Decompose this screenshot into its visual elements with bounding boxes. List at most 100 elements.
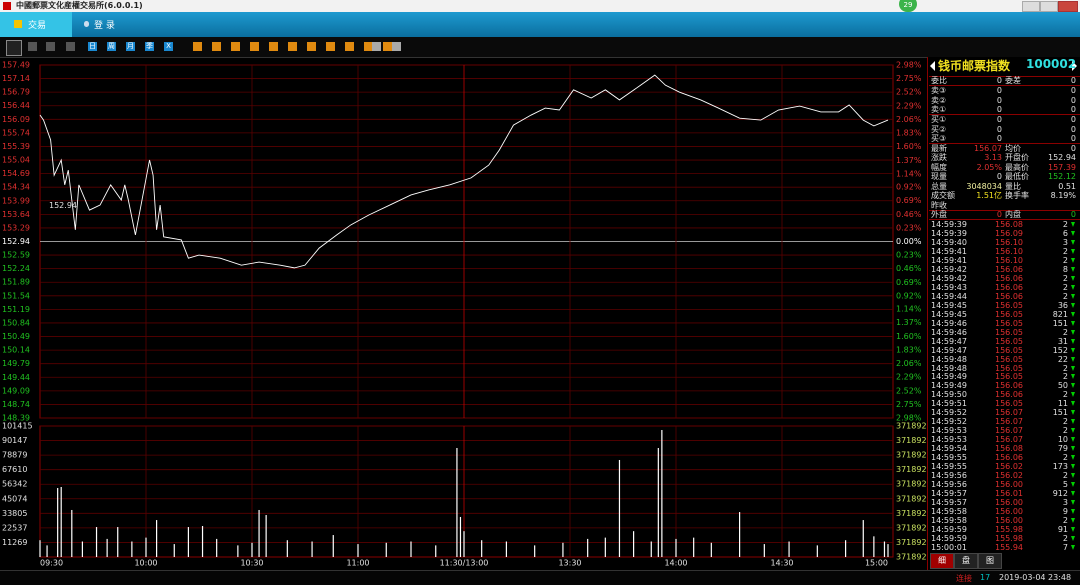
quote-cell: 0	[996, 124, 1002, 134]
trade-arrow	[1071, 284, 1075, 290]
y-tick-label: 67610	[2, 465, 27, 474]
y-tick-label: 11269	[2, 538, 27, 547]
tab[interactable]: 登 录	[82, 12, 132, 37]
volume-bar	[816, 545, 818, 557]
quote-cell: 0	[996, 134, 1002, 143]
maximize-button[interactable]	[1040, 1, 1058, 12]
volume-bar	[57, 488, 59, 557]
y2-tick-label: 2.29%	[896, 101, 922, 110]
trade-arrow	[1071, 500, 1075, 506]
volume-bar	[187, 527, 189, 557]
y-tick-label: 151.19	[2, 305, 30, 314]
trade-time: 14:59:41	[931, 246, 967, 256]
y2-tick-label: 37189258	[896, 436, 929, 445]
trade-volume: 2	[1062, 282, 1068, 292]
volume-bar	[173, 544, 175, 557]
trade-arrow	[1071, 437, 1075, 443]
trade-price: 156.05	[995, 300, 1023, 310]
quote-cell: 0.51	[1058, 181, 1076, 191]
x-tick-label: 10:30	[240, 559, 263, 568]
trade-arrow	[1071, 446, 1075, 452]
y-tick-label: 148.74	[2, 400, 30, 409]
trade-price: 156.05	[995, 336, 1023, 346]
trade-time: 14:59:55	[931, 462, 967, 472]
y2-tick-label: 1.60%	[896, 142, 922, 151]
trade-price: 156.06	[995, 453, 1023, 463]
volume-bar	[39, 540, 41, 557]
quote-cell: 0	[1070, 95, 1076, 105]
trade-arrow	[1071, 293, 1075, 299]
volume-bar	[456, 448, 458, 557]
y2-tick-label: 37189259	[896, 422, 929, 431]
trade-time: 14:59:39	[931, 228, 967, 238]
quote-cell: 0	[1070, 210, 1076, 219]
trade-arrow	[1071, 428, 1075, 434]
nav-arrow	[1072, 61, 1077, 71]
trade-volume: 2	[1062, 363, 1068, 373]
volume-bar	[201, 525, 204, 557]
x-tick-label: 09:30	[40, 559, 63, 568]
y-tick-label: 154.69	[2, 169, 30, 178]
trade-price: 156.00	[995, 480, 1023, 490]
y2-tick-label: 1.83%	[896, 129, 922, 138]
trade-price: 156.07	[995, 417, 1023, 427]
trade-arrow	[1071, 248, 1075, 254]
tab-active[interactable]: 交易	[0, 12, 72, 37]
trade-price: 156.05	[995, 327, 1023, 337]
trade-time: 14:59:59	[931, 533, 967, 543]
toolbar-icon	[288, 42, 297, 51]
trade-arrow	[1071, 392, 1075, 398]
trade-time: 14:59:40	[931, 237, 967, 247]
trade-price: 156.05	[995, 363, 1023, 373]
trade-arrow	[1071, 338, 1075, 344]
panel-tab[interactable]: 盘	[954, 553, 978, 569]
quote-cell: 0	[1070, 115, 1076, 124]
y-tick-label: 22537	[2, 523, 27, 532]
volume-bar	[145, 537, 147, 557]
separator	[929, 143, 1080, 144]
panel-tab[interactable]: 图	[978, 553, 1002, 569]
quote-cell: 买①	[931, 115, 947, 124]
quote-cell: 昨收	[931, 200, 947, 210]
volume-bar	[410, 541, 412, 557]
trade-time: 14:59:52	[931, 408, 967, 418]
trade-volume: 31	[1057, 336, 1068, 346]
y2-tick-label: 1.14%	[896, 305, 922, 314]
y2-tick-label: 37189252	[896, 523, 929, 532]
instrument-code: 100002	[1026, 57, 1077, 71]
trade-price: 156.07	[995, 426, 1023, 436]
volume-bar	[675, 538, 677, 557]
y-tick-label: 152.24	[2, 264, 30, 273]
title-bar: 中國郵票文化産權交易所(6.0.0.1)	[0, 0, 1080, 12]
trade-price: 156.05	[995, 372, 1023, 382]
quote-cell: 0	[1070, 143, 1076, 153]
y-tick-label: 157.49	[2, 61, 30, 70]
plot-frame	[39, 425, 894, 558]
trade-volume: 3	[1062, 498, 1068, 508]
trade-volume: 2	[1062, 453, 1068, 463]
quote-cell: 委差	[1005, 76, 1021, 85]
quote-cell: 0	[1070, 105, 1076, 114]
close-button[interactable]	[1058, 1, 1078, 12]
volume-bar	[46, 545, 48, 557]
toolbar-icon	[345, 42, 354, 51]
x-tick-label: 11:00	[346, 559, 369, 568]
trade-arrow	[1071, 518, 1075, 523]
trade-price: 156.08	[995, 220, 1023, 229]
volume-bar	[604, 537, 606, 557]
trade-time: 14:59:48	[931, 354, 967, 364]
y2-tick-label: 2.52%	[896, 88, 922, 97]
y2-tick-label: 37189255	[896, 480, 929, 489]
y2-tick-label: 1.37%	[896, 156, 922, 165]
panel-tab[interactable]: 细	[930, 553, 954, 569]
minimize-button[interactable]	[1022, 1, 1040, 12]
trade-time: 14:59:50	[931, 390, 967, 400]
x-tick-label: 14:00	[664, 559, 687, 568]
x-tick-label: 10:00	[134, 559, 157, 568]
trade-time: 14:59:53	[931, 426, 967, 436]
price-line	[39, 74, 889, 269]
trade-volume: 7	[1062, 542, 1068, 552]
y-tick-label: 155.74	[2, 128, 30, 137]
quote-cell: 0	[996, 95, 1002, 105]
y-tick-label: 150.84	[2, 318, 30, 327]
